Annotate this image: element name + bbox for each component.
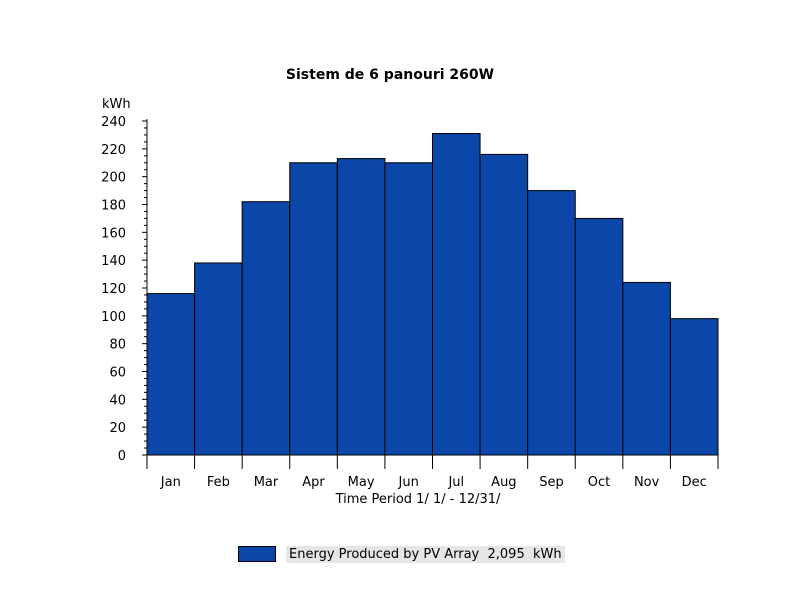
- y-tick-label: 140: [101, 254, 126, 269]
- x-tick-label: Dec: [682, 475, 707, 490]
- bar-oct: [574, 217, 624, 456]
- y-tick-label: 240: [101, 115, 126, 130]
- bar-dec: [669, 318, 719, 456]
- y-tick-label: 100: [101, 310, 126, 325]
- x-tick-label: Nov: [634, 475, 660, 490]
- x-axis-label: Time Period 1/ 1/ - 12/31/: [335, 492, 501, 507]
- bar-sep: [527, 190, 576, 456]
- y-tick-label: 20: [109, 421, 126, 436]
- bar-aug: [479, 153, 529, 456]
- x-tick-label: Jul: [447, 475, 464, 490]
- x-tick-label: Aug: [491, 475, 516, 490]
- legend: Energy Produced by PV Array 2,095 kWh: [238, 544, 565, 564]
- y-tick-label: 220: [101, 143, 126, 158]
- x-tick-label: Mar: [254, 475, 279, 490]
- y-axis-label: kWh: [102, 97, 131, 112]
- bar-group: [146, 133, 719, 456]
- bar-jun: [384, 162, 433, 456]
- bar-jul: [432, 133, 481, 456]
- y-tick-label: 120: [101, 282, 126, 297]
- bar-jan: [146, 293, 196, 456]
- legend-label: Energy Produced by PV Array 2,095 kWh: [286, 545, 565, 563]
- y-tick-label: 200: [101, 171, 126, 186]
- y-tick-label: 0: [118, 449, 126, 464]
- y-tick-label: 40: [109, 393, 126, 408]
- bar-feb: [194, 262, 243, 456]
- x-tick-label: Oct: [588, 475, 610, 490]
- legend-swatch: [238, 546, 276, 562]
- x-tick-label: Feb: [207, 475, 230, 490]
- chart-title: Sistem de 6 panouri 260W: [286, 67, 494, 83]
- x-tick-label: May: [348, 475, 375, 490]
- x-tick-label: Jun: [398, 475, 419, 490]
- y-tick-label: 160: [101, 226, 126, 241]
- x-tick-label: Apr: [302, 475, 325, 490]
- bar-apr: [289, 162, 338, 456]
- bar-nov: [622, 281, 671, 456]
- x-tick-label: Jan: [160, 475, 181, 490]
- y-tick-label: 180: [101, 199, 126, 214]
- x-tick-label: Sep: [539, 475, 564, 490]
- bar-may: [336, 158, 386, 456]
- y-tick-label: 80: [109, 338, 126, 353]
- bar-mar: [241, 201, 291, 456]
- y-tick-label: 60: [109, 366, 126, 381]
- axes: 0 20 40 60 80 100 120 140 160 180 200 220 240 Jan Feb M…: [101, 115, 719, 490]
